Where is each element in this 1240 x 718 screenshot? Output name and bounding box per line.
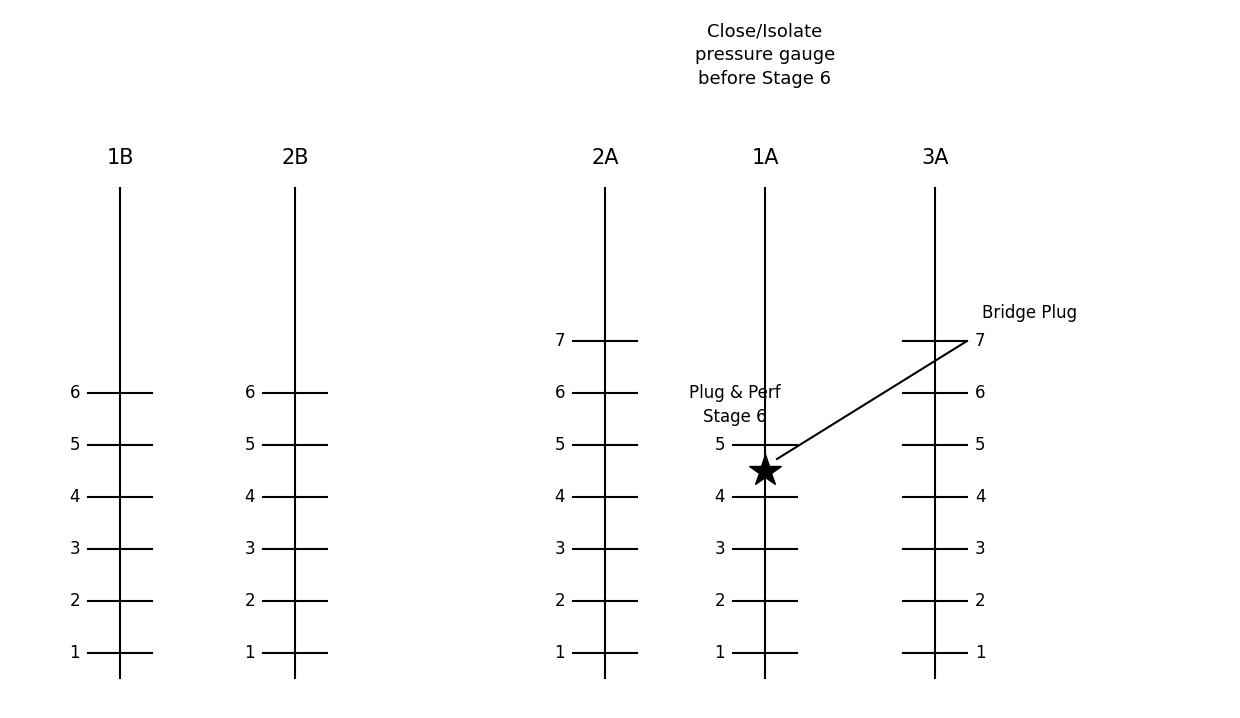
Text: Bridge Plug: Bridge Plug [982, 304, 1078, 322]
Text: 4: 4 [975, 488, 986, 506]
Text: 4: 4 [244, 488, 255, 506]
Text: 3: 3 [975, 540, 986, 558]
Text: 2B: 2B [281, 148, 309, 168]
Text: 5: 5 [554, 436, 565, 454]
Text: 3: 3 [714, 540, 725, 558]
Text: 2: 2 [554, 592, 565, 610]
Text: Close/Isolate
pressure gauge
before Stage 6: Close/Isolate pressure gauge before Stag… [694, 23, 835, 88]
Text: 3: 3 [244, 540, 255, 558]
Text: 7: 7 [554, 332, 565, 350]
Text: 5: 5 [714, 436, 725, 454]
Text: 1A: 1A [751, 148, 779, 168]
Text: 3: 3 [69, 540, 81, 558]
Text: 5: 5 [69, 436, 81, 454]
Text: 6: 6 [244, 384, 255, 402]
Text: 1: 1 [69, 644, 81, 662]
Text: 4: 4 [554, 488, 565, 506]
Text: 4: 4 [69, 488, 81, 506]
Text: 2: 2 [714, 592, 725, 610]
Text: 2: 2 [244, 592, 255, 610]
Text: 6: 6 [554, 384, 565, 402]
Text: 5: 5 [975, 436, 986, 454]
Text: 4: 4 [714, 488, 725, 506]
Text: 6: 6 [975, 384, 986, 402]
Text: 3: 3 [554, 540, 565, 558]
Text: 2A: 2A [591, 148, 619, 168]
Text: 1: 1 [244, 644, 255, 662]
Text: Plug & Perf
Stage 6: Plug & Perf Stage 6 [689, 384, 781, 426]
Text: 1: 1 [554, 644, 565, 662]
Text: 1B: 1B [107, 148, 134, 168]
Text: 3A: 3A [921, 148, 949, 168]
Text: 1: 1 [714, 644, 725, 662]
Text: 7: 7 [975, 332, 986, 350]
Text: 1: 1 [975, 644, 986, 662]
Text: 6: 6 [69, 384, 81, 402]
Text: 2: 2 [975, 592, 986, 610]
Text: 5: 5 [244, 436, 255, 454]
Text: 2: 2 [69, 592, 81, 610]
